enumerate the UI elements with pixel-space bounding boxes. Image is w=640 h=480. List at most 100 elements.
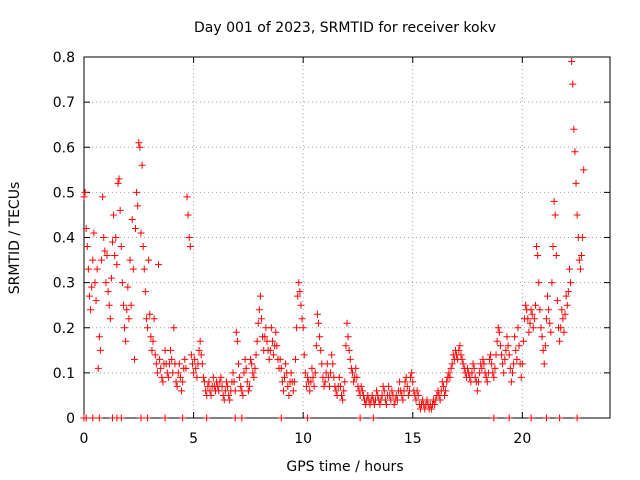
data-point bbox=[413, 387, 421, 395]
data-point bbox=[193, 373, 201, 381]
data-point bbox=[225, 391, 233, 399]
grid-lines bbox=[84, 57, 610, 418]
data-point bbox=[340, 387, 348, 395]
data-point bbox=[123, 306, 131, 314]
data-point bbox=[527, 414, 535, 422]
data-point bbox=[412, 396, 420, 404]
data-point bbox=[242, 364, 250, 372]
data-point bbox=[495, 328, 503, 336]
data-points bbox=[80, 58, 588, 422]
data-point bbox=[245, 382, 253, 390]
data-point bbox=[338, 391, 346, 399]
data-point bbox=[82, 414, 90, 422]
data-point bbox=[482, 373, 490, 381]
data-point bbox=[187, 351, 195, 359]
data-point bbox=[431, 400, 439, 408]
data-point bbox=[538, 333, 546, 341]
data-point bbox=[572, 179, 580, 187]
data-point bbox=[247, 355, 255, 363]
data-point bbox=[488, 360, 496, 368]
data-point bbox=[270, 351, 278, 359]
data-point bbox=[224, 382, 232, 390]
data-point bbox=[455, 346, 463, 354]
data-point bbox=[279, 387, 287, 395]
data-point bbox=[267, 324, 275, 332]
data-point bbox=[85, 292, 93, 300]
data-point bbox=[179, 414, 187, 422]
data-point bbox=[403, 382, 411, 390]
data-point bbox=[105, 301, 113, 309]
data-point bbox=[508, 369, 516, 377]
y-tick-label: 0.1 bbox=[53, 366, 75, 382]
data-point bbox=[547, 328, 555, 336]
data-point bbox=[502, 346, 510, 354]
data-point bbox=[373, 387, 381, 395]
data-point bbox=[265, 355, 273, 363]
data-point bbox=[312, 342, 320, 350]
data-point bbox=[121, 324, 129, 332]
data-point bbox=[358, 387, 366, 395]
data-point bbox=[298, 315, 306, 323]
data-point bbox=[446, 373, 454, 381]
y-axis-label: SRMTID / TECUs bbox=[7, 182, 23, 295]
data-point bbox=[172, 378, 180, 386]
data-point bbox=[282, 360, 290, 368]
data-point bbox=[293, 324, 301, 332]
data-point bbox=[439, 382, 447, 390]
data-point bbox=[167, 346, 175, 354]
data-point bbox=[168, 355, 176, 363]
data-point bbox=[252, 351, 260, 359]
data-point bbox=[469, 360, 477, 368]
data-point bbox=[195, 346, 203, 354]
data-point bbox=[209, 373, 217, 381]
data-point bbox=[290, 378, 298, 386]
data-point bbox=[573, 414, 581, 422]
data-point bbox=[82, 224, 90, 232]
data-point bbox=[103, 252, 111, 260]
data-point bbox=[317, 346, 325, 354]
data-point bbox=[155, 261, 163, 269]
data-point bbox=[226, 396, 234, 404]
data-point bbox=[190, 369, 198, 377]
data-point bbox=[556, 414, 564, 422]
data-point bbox=[147, 333, 155, 341]
data-point bbox=[273, 342, 281, 350]
data-point bbox=[132, 224, 140, 232]
data-point bbox=[297, 301, 305, 309]
data-point bbox=[336, 382, 344, 390]
data-point bbox=[552, 252, 560, 260]
data-point bbox=[556, 337, 564, 345]
data-point bbox=[268, 337, 276, 345]
data-point bbox=[414, 391, 422, 399]
data-point bbox=[546, 319, 554, 327]
data-point bbox=[84, 265, 92, 273]
data-point bbox=[192, 364, 200, 372]
data-point bbox=[527, 306, 535, 314]
data-point bbox=[539, 346, 547, 354]
data-point bbox=[558, 306, 566, 314]
data-point bbox=[136, 143, 144, 151]
data-point bbox=[90, 229, 98, 237]
data-point bbox=[380, 387, 388, 395]
data-point bbox=[146, 310, 154, 318]
data-point bbox=[447, 364, 455, 372]
data-point bbox=[316, 333, 324, 341]
data-point bbox=[112, 234, 120, 241]
data-point bbox=[156, 355, 164, 363]
data-point bbox=[535, 279, 543, 287]
data-point bbox=[553, 297, 561, 305]
data-point bbox=[530, 315, 538, 323]
data-point bbox=[515, 342, 523, 350]
data-point bbox=[570, 125, 578, 133]
data-point bbox=[295, 279, 303, 287]
data-point bbox=[249, 369, 257, 377]
data-point bbox=[95, 414, 103, 422]
data-point bbox=[475, 378, 482, 386]
data-point bbox=[310, 382, 318, 390]
data-point bbox=[567, 279, 575, 287]
data-point bbox=[304, 414, 312, 422]
data-point bbox=[96, 346, 104, 354]
data-point bbox=[346, 355, 354, 363]
data-point bbox=[468, 369, 476, 377]
